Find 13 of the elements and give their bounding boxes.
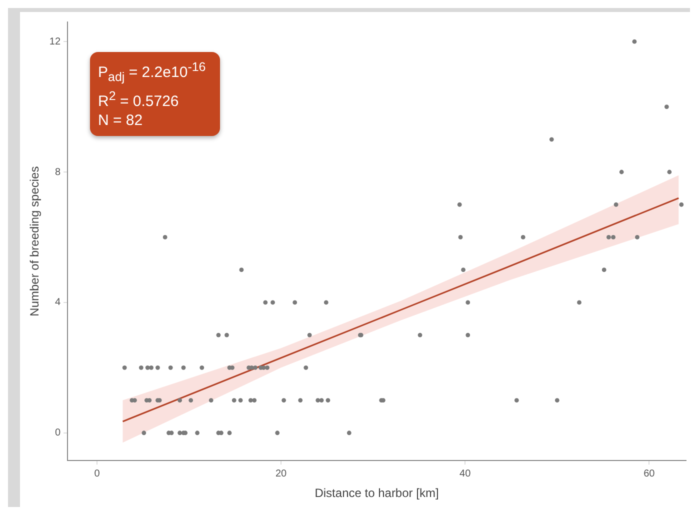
annotation: N = 82 xyxy=(98,111,144,130)
annotation: P$_{adj}$ = 2.2e10$^{-16}$ xyxy=(98,59,206,86)
x-tick-label: 40 xyxy=(460,468,472,480)
y-tick-label: 12 xyxy=(49,36,61,48)
x-tick-label: 20 xyxy=(275,468,288,480)
y-tick-label: 4 xyxy=(54,297,61,308)
y-axis-title: Number of breeding species xyxy=(28,166,42,316)
x-axis-title: Distance to harbor [km] xyxy=(314,486,439,500)
y-tick-label: 8 xyxy=(54,166,61,178)
y-tick-label: 0 xyxy=(54,428,61,439)
annotation: R$^{2}$ = 0.5726 xyxy=(98,88,180,111)
x-tick-label: 0 xyxy=(94,468,100,480)
x-tick-label: 60 xyxy=(644,468,656,480)
